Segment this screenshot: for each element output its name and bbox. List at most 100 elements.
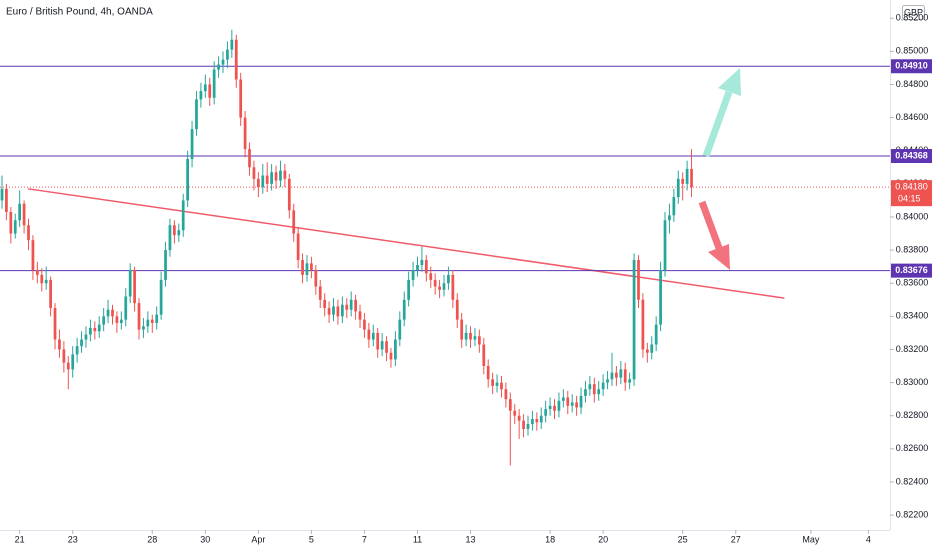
candle-body <box>477 336 481 345</box>
candle-body <box>115 316 119 323</box>
candle-body <box>13 220 17 234</box>
candle-body <box>513 410 517 416</box>
currency: GBP <box>904 7 923 17</box>
candle-body <box>672 197 676 216</box>
candle-body <box>548 405 552 410</box>
candle-body <box>495 382 499 386</box>
y-tick-label: 0.85000 <box>896 46 929 56</box>
y-tick-label: 0.82800 <box>896 410 929 420</box>
candle-body <box>256 178 260 188</box>
candle-body <box>155 314 159 323</box>
candle-body <box>464 332 468 340</box>
trendline <box>27 188 785 299</box>
down-arrow <box>698 200 730 270</box>
candle-body <box>526 424 530 429</box>
candle-body <box>226 49 229 60</box>
candle-body <box>407 279 411 300</box>
x-tick-label: 27 <box>731 534 741 544</box>
candle-body <box>208 84 212 98</box>
candle-body <box>416 265 419 270</box>
x-tick-label: May <box>802 534 820 544</box>
candle-body <box>389 352 393 360</box>
candle-body <box>212 69 216 98</box>
candle-body <box>336 306 340 317</box>
candle-body <box>292 210 296 234</box>
candle-body <box>601 382 605 390</box>
candle-body <box>619 369 623 378</box>
candle-body <box>557 400 561 411</box>
candle-body <box>217 64 220 70</box>
candle-body <box>668 215 671 221</box>
x-tick-label: Apr <box>251 534 265 544</box>
candle-body <box>411 269 415 280</box>
candle-body <box>173 225 176 236</box>
plot <box>0 29 890 466</box>
candle-body <box>371 332 375 340</box>
x-tick-label: 7 <box>362 534 367 544</box>
candle-body <box>199 91 203 100</box>
candle-body <box>234 39 238 80</box>
candle-body <box>35 269 39 275</box>
candle-body <box>469 332 472 340</box>
candle-body <box>89 327 92 335</box>
x-tick-label: 20 <box>598 534 608 544</box>
x-tick-label: 11 <box>413 534 422 544</box>
candle-body <box>279 170 282 181</box>
candle-body <box>385 341 388 353</box>
y-tick-label: 0.83600 <box>896 278 929 288</box>
candle-body <box>632 260 636 380</box>
candle-body <box>491 379 494 386</box>
candle-body <box>676 178 680 198</box>
candle-body <box>615 372 618 378</box>
candle-body <box>561 397 565 401</box>
candle-body <box>283 170 287 179</box>
candle-body <box>133 269 136 304</box>
candle-body <box>473 336 477 340</box>
candle-body <box>111 309 114 317</box>
candle-body <box>44 279 48 284</box>
candle-body <box>261 175 265 188</box>
arrow-shaft <box>698 200 723 250</box>
level-label-box <box>891 149 932 164</box>
candle-body <box>327 308 331 315</box>
candle-body <box>663 220 667 270</box>
candle-body <box>195 99 198 130</box>
candle-body <box>84 334 88 340</box>
candle-body <box>376 332 380 350</box>
candle-body <box>128 269 132 297</box>
candle-body <box>535 419 539 423</box>
candle-body <box>553 405 556 411</box>
arrow-shaft <box>702 90 733 158</box>
candle-body <box>358 311 362 320</box>
candle-body <box>522 420 525 429</box>
candle-body <box>597 389 601 395</box>
candle-body <box>239 79 243 118</box>
y-tick-label: 0.82400 <box>896 476 929 486</box>
candle-body <box>265 175 269 184</box>
candle-body <box>190 129 194 159</box>
candle-body <box>588 384 592 390</box>
up-arrow <box>702 68 741 158</box>
candle-body <box>349 299 353 310</box>
x-tick-label: 21 <box>15 534 25 544</box>
candle-body <box>402 299 406 320</box>
candle-body <box>367 329 371 340</box>
candle-body <box>606 379 609 383</box>
candle-body <box>486 366 490 380</box>
candle-body <box>641 299 645 350</box>
candle-body <box>177 230 181 236</box>
candle-body <box>296 233 300 261</box>
candle-body <box>9 212 13 234</box>
candle-body <box>566 397 570 406</box>
candle-body <box>584 389 587 396</box>
y-tick-label: 0.84000 <box>896 211 929 221</box>
candle-body <box>429 273 433 280</box>
arrow-head <box>708 244 730 270</box>
candle-body <box>62 349 66 363</box>
x-tick-label: 5 <box>309 534 314 544</box>
candle-body <box>442 283 446 290</box>
level-label: 0.84368 <box>895 150 928 160</box>
last-price-label: 0.84180 <box>895 182 928 192</box>
